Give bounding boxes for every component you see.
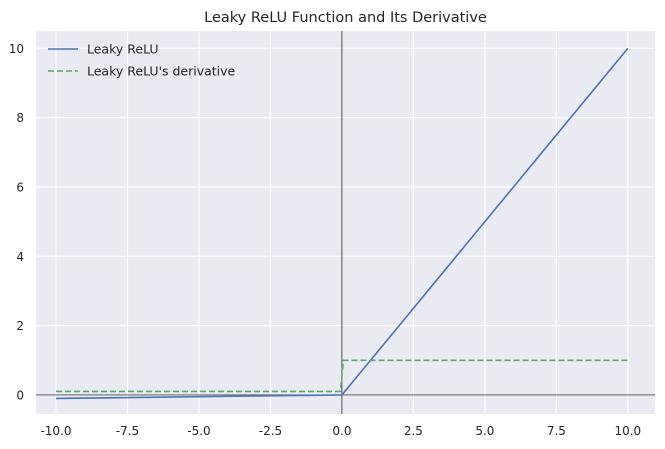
x-tick-label: 5.0 [475, 424, 494, 438]
legend-label: Leaky ReLU [87, 42, 159, 57]
x-tick-label: -10.0 [40, 424, 71, 438]
x-tick-label: -5.0 [187, 424, 210, 438]
y-tick-label: 6 [16, 180, 24, 194]
y-tick-label: 10 [9, 42, 24, 56]
legend-label: Leaky ReLU's derivative [87, 64, 236, 79]
y-axis-ticks: 0 2 4 6 8 10 [9, 42, 24, 403]
reference-lines [36, 31, 655, 414]
x-tick-label: -7.5 [116, 424, 139, 438]
plot-area [36, 31, 655, 414]
series-line-leaky-relu [56, 47, 629, 400]
series-group [56, 47, 629, 400]
chart-title: Leaky ReLU Function and Its Derivative [204, 10, 487, 26]
y-tick-label: 0 [16, 388, 24, 402]
x-tick-label: -2.5 [259, 424, 282, 438]
x-tick-label: 2.5 [404, 424, 423, 438]
series-line-leaky-relu-derivative [56, 359, 628, 393]
x-tick-label: 0.0 [332, 424, 351, 438]
y-tick-label: 4 [16, 250, 24, 264]
x-axis-ticks: -10.0 -7.5 -5.0 -2.5 0.0 2.5 5.0 7.5 10.0 [40, 424, 641, 438]
y-tick-label: 2 [16, 319, 24, 333]
x-tick-label: 10.0 [614, 424, 641, 438]
legend: Leaky ReLU Leaky ReLU's derivative [48, 42, 236, 79]
x-tick-label: 7.5 [547, 424, 566, 438]
y-tick-label: 8 [16, 111, 24, 125]
